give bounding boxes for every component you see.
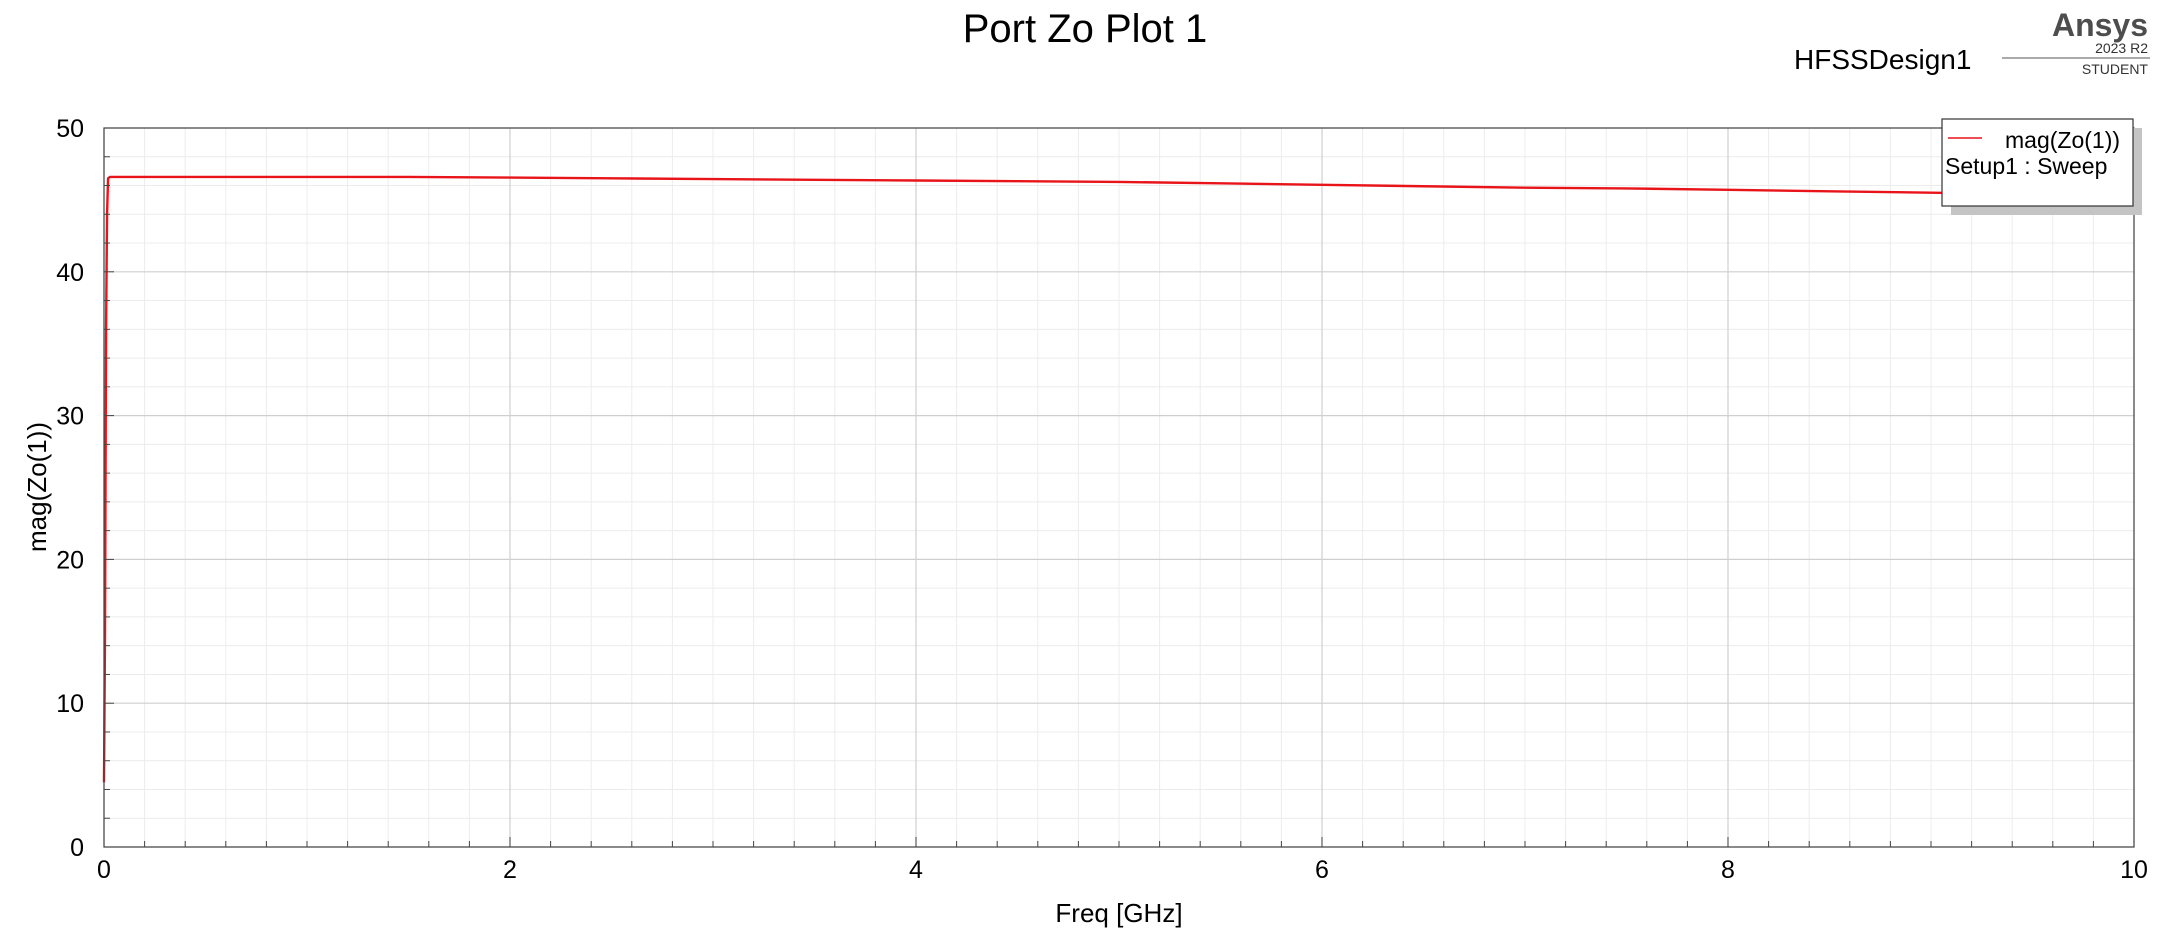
- y-tick-label: 20: [56, 546, 84, 574]
- y-axis-label: mag(Zo(1)): [22, 422, 52, 552]
- y-tick-labels: 0 10 20 30 40 50: [56, 115, 84, 862]
- x-tick-label: 8: [1721, 856, 1735, 884]
- axis-ticks: [103, 127, 2135, 848]
- logo-version: 2023 R2: [2095, 40, 2148, 56]
- design-name: HFSSDesign1: [1794, 44, 1971, 75]
- logo-brand: Ansys: [2052, 7, 2148, 43]
- grid-minor: [104, 128, 2134, 847]
- x-axis-label: Freq [GHz]: [1055, 898, 1182, 928]
- x-tick-label: 4: [909, 856, 923, 884]
- x-tick-label: 2: [503, 856, 517, 884]
- legend-setup-label: Setup1 : Sweep: [1945, 153, 2107, 179]
- logo-edition: STUDENT: [2082, 61, 2149, 77]
- legend-box: [1941, 118, 2134, 207]
- plot-area: [102, 127, 2135, 848]
- x-tick-label: 0: [97, 856, 111, 884]
- chart-title: Port Zo Plot 1: [963, 7, 1208, 51]
- legend[interactable]: mag(Zo(1)) Setup1 : Sweep: [1941, 118, 2142, 215]
- ansys-logo: Ansys 2023 R2 STUDENT: [2052, 7, 2148, 77]
- legend-series-label: mag(Zo(1)): [2005, 127, 2120, 153]
- y-tick-label: 30: [56, 403, 84, 431]
- x-tick-label: 6: [1315, 856, 1329, 884]
- y-tick-label: 10: [56, 690, 84, 718]
- y-tick-label: 0: [70, 834, 84, 862]
- y-tick-label: 50: [56, 115, 84, 143]
- x-tick-labels: 0 2 4 6 8 10: [97, 856, 2148, 884]
- x-tick-label: 10: [2120, 856, 2148, 884]
- series-line-mag-zo-1: [102, 175, 2135, 783]
- series-layer: [102, 175, 2135, 783]
- y-tick-label: 40: [56, 259, 84, 287]
